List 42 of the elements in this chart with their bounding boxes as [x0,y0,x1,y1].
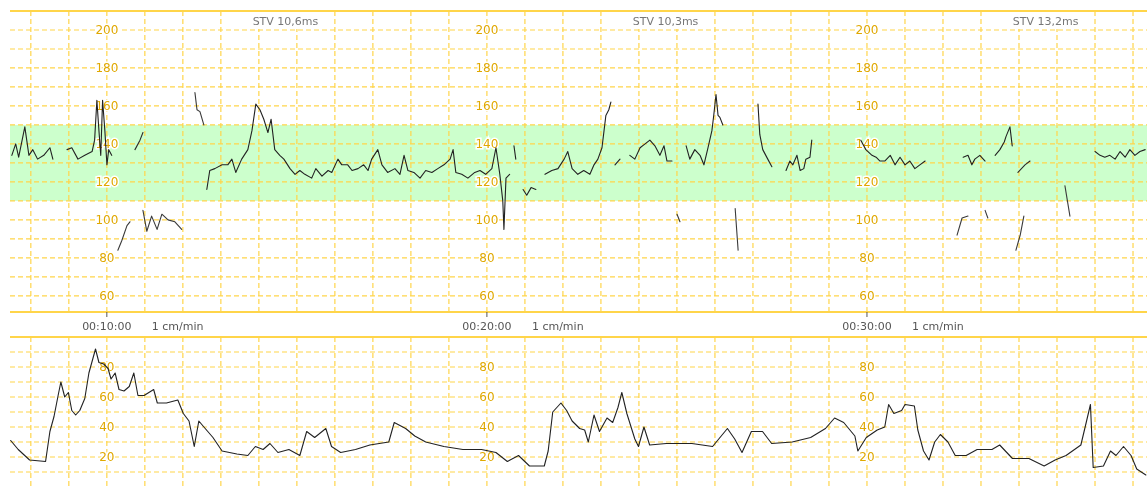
annotation: STV 10,6ms [252,14,319,28]
x-tick-label: 00:30:00 [842,320,892,333]
y3-tick-label: 80 [859,251,875,266]
annotation: STV 10,3ms [632,14,699,28]
y2-tick-label: 200 [475,23,499,38]
y-tick-label: 100 [95,213,119,228]
y2-tick-label: 120 [475,175,499,190]
y2-tick-label: 100 [475,213,499,228]
y3-tick-label: 20 [859,450,875,465]
line-series [10,348,1147,476]
y3-tick-label: 60 [859,390,875,405]
y3-tick-label: 100 [855,213,879,228]
y3-tick-label: 120 [855,175,879,190]
x-axis-title: 1 cm/min [151,320,204,333]
x-tick-label: 00:20:00 [462,320,512,333]
y2-tick-label: 80 [479,251,495,266]
y2-tick-label: 60 [479,390,495,405]
y3-tick-label: 160 [855,99,879,114]
y2-tick-label: 180 [475,61,499,76]
text: 1 cm/min [531,320,584,333]
y2-tick-label: 20 [479,450,495,465]
y-tick-label: 60 [99,390,115,405]
y2-tick-label: 80 [479,360,495,375]
y3-tick-label: 80 [859,360,875,375]
y2-tick-label: 60 [479,289,495,304]
y-tick-label: 200 [95,23,119,38]
y3-tick-label: 60 [859,289,875,304]
y3-tick-label: 180 [855,61,879,76]
y-tick-label: 180 [95,61,119,76]
y-tick-label: 80 [99,251,115,266]
text: 1 cm/min [911,320,964,333]
x-tick-label: 00:10:00 [82,320,132,333]
y-tick-label: 20 [99,450,115,465]
y-tick-label: 60 [99,289,115,304]
y2-tick-label: 160 [475,99,499,114]
y3-tick-label: 200 [855,23,879,38]
y-tick-label: 120 [95,175,119,190]
y3-tick-label: 40 [859,420,875,435]
annotation: STV 13,2ms [1012,14,1079,28]
y2-tick-label: 140 [475,137,499,152]
y-tick-label: 40 [99,420,115,435]
y2-tick-label: 40 [479,420,495,435]
